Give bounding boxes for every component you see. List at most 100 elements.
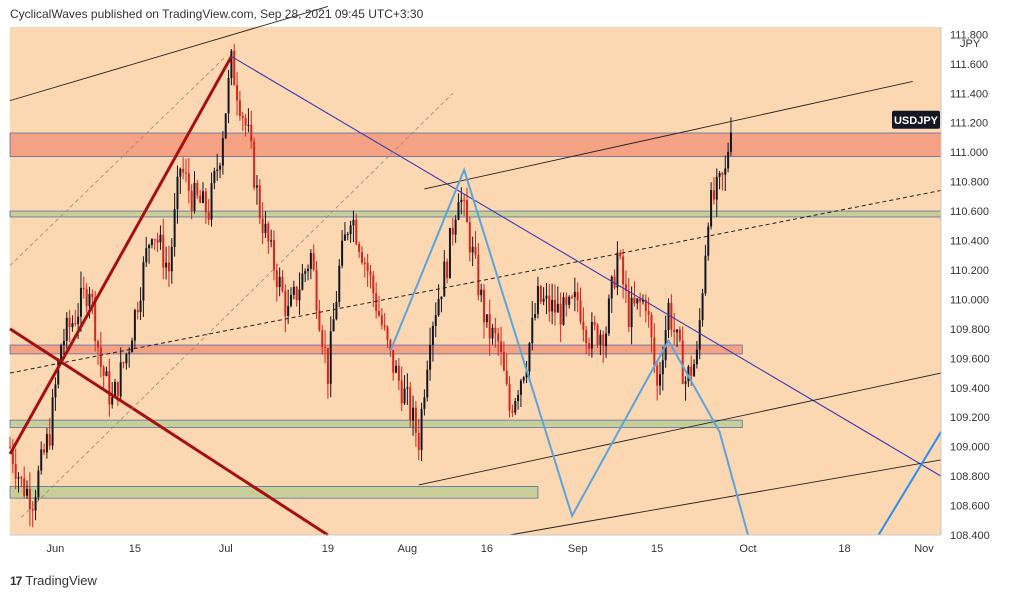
candle-body: [236, 85, 239, 101]
candle-body: [136, 310, 139, 313]
candle-body: [548, 295, 551, 312]
candle-body: [562, 297, 565, 325]
candle-body: [241, 115, 244, 118]
candle-body: [332, 319, 335, 332]
time-tick-label: 15: [129, 543, 141, 555]
candle-body: [437, 299, 440, 316]
candle-body: [341, 240, 344, 266]
candle-body: [366, 262, 369, 272]
candle-body: [451, 228, 454, 235]
candle-body: [650, 314, 653, 338]
candle-body: [326, 347, 329, 384]
candle-body: [565, 297, 568, 305]
candle-body: [43, 449, 46, 453]
candle-body: [329, 331, 332, 384]
candle-body: [695, 349, 698, 365]
price-axis[interactable]: 108.400 108.600 108.800 109.000 109.200 109.4…: [940, 27, 990, 542]
footer-brand[interactable]: 17 TradingView: [10, 573, 97, 588]
candle-body: [610, 276, 613, 299]
candle-body: [400, 380, 403, 404]
candle-body: [187, 173, 190, 191]
time-tick-label: Aug: [398, 543, 418, 555]
candle-body: [159, 234, 162, 243]
candle-body: [483, 289, 486, 323]
candle-body: [511, 410, 514, 413]
candle-body: [284, 290, 287, 316]
wave-projection-line: [389, 166, 749, 536]
support-zone: [9, 486, 539, 499]
candle-body: [275, 270, 278, 288]
candle-body: [434, 315, 437, 326]
candle-body: [517, 394, 520, 402]
candle-body: [77, 316, 80, 324]
price-tick-label: 111.000: [950, 147, 988, 159]
time-tick-label: 16: [481, 543, 493, 555]
candle-body: [712, 190, 715, 200]
candle-body: [525, 371, 528, 378]
channel-line: [418, 372, 942, 486]
candle-body: [457, 202, 460, 220]
candle-body: [71, 323, 74, 328]
candle-body: [681, 340, 684, 384]
candle-body: [551, 299, 554, 312]
candle-body: [298, 289, 301, 301]
dashed-guide-line: [9, 56, 226, 266]
candle-body: [196, 182, 199, 196]
candle-body: [28, 488, 31, 510]
candle-body: [417, 432, 420, 450]
candle-body: [40, 449, 43, 471]
candle-body: [426, 369, 429, 398]
candle-body: [528, 343, 531, 372]
support-zone: [9, 419, 743, 428]
time-tick-label: Jun: [47, 543, 65, 555]
last-price-tag: USDJPY: [892, 110, 940, 129]
price-tick-label: 110.600: [950, 206, 989, 218]
candle-body: [355, 219, 358, 244]
candle-body: [522, 377, 525, 381]
candle-body: [292, 286, 295, 295]
candle-body: [446, 261, 449, 279]
currency-label: JPY: [960, 38, 981, 50]
candle-body: [684, 381, 687, 384]
candle-body: [491, 327, 494, 339]
candle-body: [389, 339, 392, 350]
candle-body: [687, 366, 690, 382]
candle-body: [360, 252, 363, 263]
drawing-lines: [8, 5, 942, 537]
candle-body: [474, 246, 477, 255]
candle-body: [74, 323, 77, 325]
publish-header: CyclicalWaves published on TradingView.c…: [10, 7, 424, 21]
candle-body: [227, 78, 230, 114]
candle-body: [454, 219, 457, 235]
time-tick-label: Nov: [914, 543, 934, 555]
candle-body: [729, 132, 732, 152]
candle-body: [219, 165, 222, 170]
channel-line: [509, 459, 942, 536]
candle-body: [65, 317, 68, 341]
candle-body: [627, 290, 630, 328]
candle-body: [315, 269, 318, 311]
candle-body: [409, 387, 412, 421]
candle-body: [272, 240, 275, 271]
candle-body: [494, 327, 497, 334]
candle-body: [397, 365, 400, 381]
candle-body: [414, 407, 417, 433]
candle-body: [403, 388, 406, 404]
candle-body: [500, 341, 503, 353]
candle-body: [105, 371, 108, 376]
candle-body: [111, 397, 114, 405]
candle-body: [468, 222, 471, 253]
price-tick-label: 109.000: [950, 442, 990, 454]
candle-body: [585, 329, 588, 344]
price-tick-label: 110.800: [950, 177, 989, 189]
time-axis[interactable]: Jun 15 Jul 19 Aug 16 Sep 15 Oct 18 Nov: [10, 534, 941, 555]
candle-body: [14, 464, 17, 479]
resistance-zone: [9, 344, 743, 355]
candle-body: [335, 301, 338, 320]
candle-body: [34, 497, 37, 511]
candle-body: [718, 173, 721, 177]
candle-body: [539, 286, 542, 302]
candle-body: [11, 446, 14, 465]
